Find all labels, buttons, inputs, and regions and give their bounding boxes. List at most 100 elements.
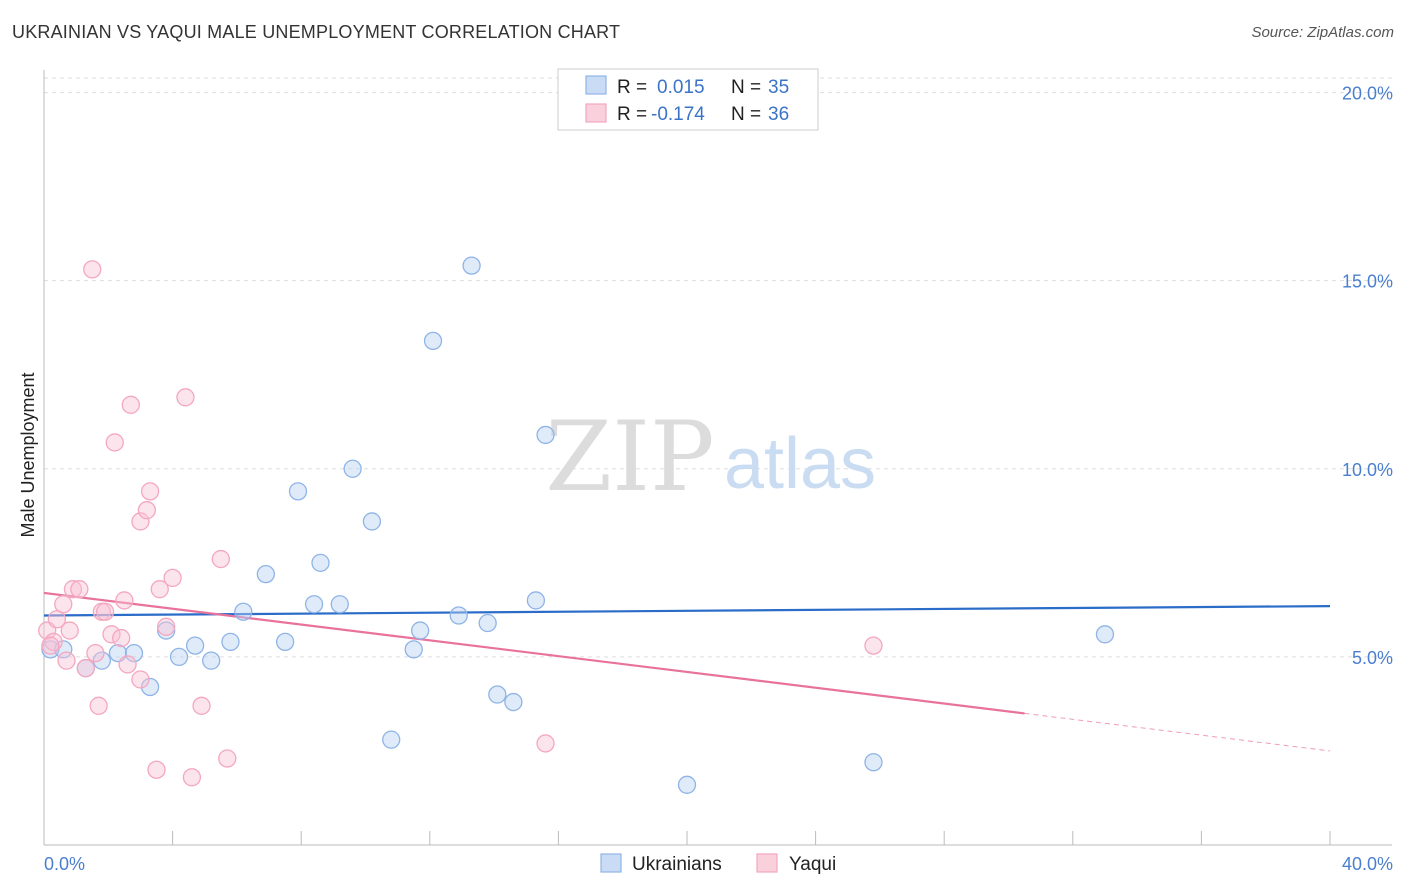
y-tick-label: 20.0% bbox=[1342, 84, 1393, 104]
point-ukrainians bbox=[362, 512, 382, 531]
point-ukrainians bbox=[411, 621, 430, 640]
point-ukrainians bbox=[536, 425, 555, 445]
point-ukrainians bbox=[488, 685, 507, 704]
x-tick-label: 40.0% bbox=[1342, 854, 1393, 874]
y-tick-label: 15.0% bbox=[1342, 272, 1393, 292]
point-ukrainians bbox=[288, 482, 308, 501]
y-tick-label: 10.0% bbox=[1342, 460, 1393, 480]
point-ukrainians bbox=[677, 775, 697, 794]
point-yaqui bbox=[163, 568, 182, 588]
trend-line-extension-yaqui bbox=[1024, 712, 1331, 752]
trend-lines bbox=[43, 591, 1331, 752]
point-yaqui bbox=[76, 659, 95, 678]
point-ukrainians bbox=[330, 595, 349, 614]
y-axis-label: Male Unemployment bbox=[18, 372, 38, 537]
point-ukrainians bbox=[221, 632, 240, 651]
point-ukrainians bbox=[169, 647, 189, 667]
legend-r-value-1: 0.015 bbox=[657, 77, 705, 98]
point-ukrainians bbox=[404, 640, 423, 659]
point-ukrainians bbox=[202, 651, 221, 670]
point-ukrainians bbox=[462, 256, 481, 275]
legend-r-label-2: R = bbox=[617, 104, 647, 125]
point-yaqui bbox=[150, 580, 169, 599]
point-ukrainians bbox=[92, 651, 112, 670]
tick-labels: 5.0% 10.0% 15.0% 20.0% 0.0% 40.0% bbox=[44, 84, 1393, 874]
point-yaqui bbox=[131, 512, 150, 531]
point-yaqui bbox=[218, 749, 237, 768]
trend-line-ukrainians bbox=[43, 605, 1331, 617]
point-yaqui bbox=[115, 591, 134, 610]
point-yaqui bbox=[157, 617, 176, 636]
point-ukrainians bbox=[311, 553, 330, 572]
source-credit: Source: ZipAtlas.com bbox=[1251, 24, 1394, 41]
legend-n-label-1: N = bbox=[731, 77, 761, 98]
point-yaqui bbox=[83, 260, 102, 279]
point-yaqui bbox=[192, 696, 211, 715]
zipatlas-watermark: ZIP atlas bbox=[545, 401, 876, 513]
point-yaqui bbox=[95, 602, 115, 621]
y-axis-label-group: Male Unemployment bbox=[18, 372, 38, 537]
point-ukrainians bbox=[1095, 625, 1115, 644]
point-yaqui bbox=[86, 643, 105, 663]
point-yaqui bbox=[137, 501, 157, 520]
point-yaqui bbox=[211, 549, 230, 569]
watermark-zip: ZIP bbox=[545, 401, 714, 513]
correlation-legend: R = 0.015 N = 35 R = -0.174 N = 36 bbox=[557, 68, 819, 131]
point-ukrainians bbox=[864, 753, 883, 772]
point-ukrainians bbox=[234, 602, 253, 621]
point-yaqui bbox=[140, 482, 160, 501]
legend-n-value-1: 35 bbox=[768, 77, 789, 98]
legend-swatch-ukrainians bbox=[585, 75, 607, 95]
point-yaqui bbox=[89, 696, 108, 715]
point-yaqui bbox=[118, 655, 137, 674]
legend-n-value-2: 36 bbox=[768, 104, 789, 125]
grid-lines bbox=[44, 77, 1392, 658]
point-yaqui bbox=[41, 636, 60, 655]
axes bbox=[43, 70, 1392, 846]
legend-swatch-yaqui bbox=[585, 103, 607, 123]
point-yaqui bbox=[121, 395, 140, 414]
point-yaqui bbox=[112, 628, 131, 648]
point-ukrainians bbox=[423, 331, 443, 351]
point-ukrainians bbox=[124, 643, 144, 663]
point-yaqui bbox=[864, 636, 883, 655]
point-ukrainians bbox=[478, 613, 497, 633]
legend-bottom-swatch-yaqui bbox=[756, 853, 778, 873]
point-ukrainians bbox=[382, 730, 401, 749]
point-ukrainians bbox=[343, 459, 362, 478]
point-yaqui bbox=[131, 670, 150, 689]
point-ukrainians bbox=[185, 636, 205, 655]
point-yaqui bbox=[54, 595, 73, 614]
point-ukrainians bbox=[504, 692, 523, 712]
point-ukrainians bbox=[526, 591, 546, 610]
point-yaqui bbox=[70, 580, 89, 599]
point-yaqui bbox=[60, 621, 79, 640]
point-yaqui bbox=[182, 768, 202, 787]
legend-bottom-label-yaqui: Yaqui bbox=[789, 854, 836, 875]
point-yaqui bbox=[57, 651, 76, 670]
point-yaqui bbox=[105, 433, 124, 452]
trend-line-yaqui bbox=[43, 591, 1025, 715]
chart-title: UKRAINIAN VS YAQUI MALE UNEMPLOYMENT COR… bbox=[12, 22, 621, 42]
point-ukrainians bbox=[304, 595, 324, 614]
legend-n-label-2: N = bbox=[731, 104, 761, 125]
point-ukrainians bbox=[140, 677, 160, 697]
point-yaqui bbox=[176, 388, 195, 407]
point-ukrainians bbox=[449, 606, 468, 625]
point-yaqui bbox=[63, 580, 83, 599]
y-tick-label: 5.0% bbox=[1352, 648, 1393, 668]
point-yaqui bbox=[102, 625, 121, 644]
point-ukrainians bbox=[275, 632, 295, 651]
point-yaqui bbox=[536, 734, 555, 753]
x-tick-label: 0.0% bbox=[44, 854, 85, 874]
legend-bottom-swatch-ukrainians bbox=[600, 853, 622, 873]
point-yaqui bbox=[147, 760, 166, 779]
series-legend: Ukrainians Yaqui bbox=[600, 853, 836, 875]
point-yaqui bbox=[47, 610, 67, 629]
legend-r-label-1: R = bbox=[617, 77, 647, 98]
data-points bbox=[38, 256, 1115, 794]
legend-bottom-label-ukrainians: Ukrainians bbox=[632, 854, 722, 875]
watermark-atlas: atlas bbox=[724, 424, 876, 504]
point-ukrainians bbox=[256, 564, 275, 584]
